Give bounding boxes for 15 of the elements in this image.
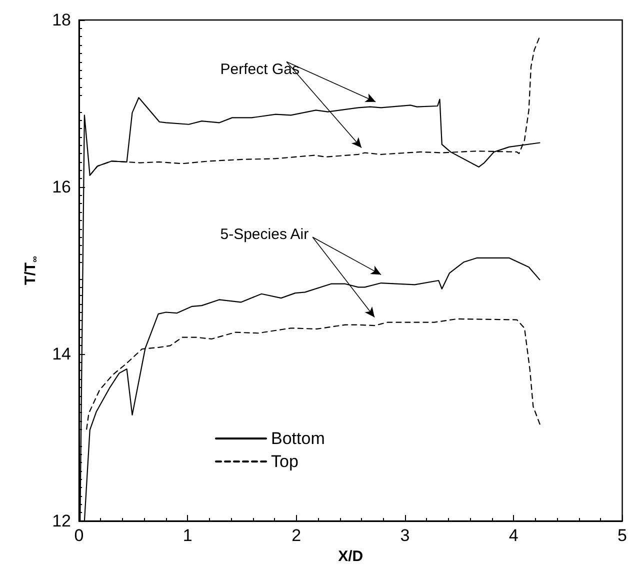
x-tick-label: 0 [74, 526, 84, 545]
legend-label: Bottom [271, 429, 325, 448]
x-tick-label: 5 [618, 526, 628, 545]
x-axis-title: X/D [338, 548, 364, 565]
y-axis-title: T/T∞ [22, 255, 40, 285]
legend-label: Top [271, 452, 298, 471]
x-tick-label: 3 [400, 526, 410, 545]
annotation: 5-Species Air [220, 226, 309, 244]
x-tick-label: 2 [292, 526, 302, 545]
y-tick-label: 12 [52, 512, 71, 530]
y-tick-label: 18 [52, 10, 71, 30]
x-tick-label: 4 [508, 526, 518, 545]
y-tick-label: 16 [52, 178, 71, 196]
y-tick-label: 14 [52, 344, 71, 364]
x-tick-label: 1 [182, 526, 192, 545]
